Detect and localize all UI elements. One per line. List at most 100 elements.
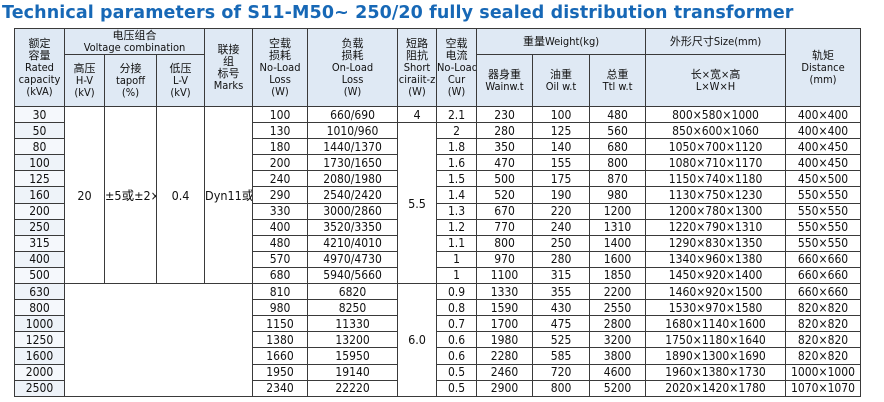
cell-on-load-loss: 13200 — [307, 331, 399, 349]
cell-weight-total: 1200 — [589, 202, 647, 220]
cell-size: 1450×920×1400 — [645, 266, 787, 285]
header-on-load-loss: 负载 损耗 On-Load Loss (W) — [307, 28, 399, 107]
cell-lv-merged: 0.4 — [155, 105, 206, 285]
cell-capacity: 1000 — [14, 315, 65, 333]
cell-size: 1050×700×1120 — [645, 138, 787, 156]
cell-no-load-current: 0.7 — [436, 315, 478, 333]
spec-table-body: 3020±5或±2×2.50.4Dyn11或Yyn0Yyn11100660/69… — [14, 105, 862, 397]
cell-on-load-loss: 1010/960 — [307, 122, 399, 140]
cell-no-load-current: 1.6 — [436, 154, 478, 172]
cell-no-load-loss: 1660 — [252, 347, 309, 365]
cell-weight-total: 1600 — [589, 250, 647, 268]
cell-capacity: 2000 — [14, 363, 65, 381]
header-no-load-loss: 空载 损耗 No-Load Loss (W) — [252, 28, 309, 107]
cell-weight-body: 970 — [476, 250, 534, 268]
cell-no-load-loss: 400 — [252, 218, 309, 236]
cell-short-circuit-merged: 5.5 — [397, 122, 438, 285]
cell-hv-merged: 20 — [64, 105, 105, 285]
cell-weight-oil: 315 — [532, 266, 591, 285]
cell-no-load-loss: 1150 — [252, 315, 309, 333]
cell-on-load-loss: 1440/1370 — [307, 138, 399, 156]
cell-capacity: 800 — [14, 299, 65, 317]
cell-short-circuit-merged: 6.0 — [397, 283, 438, 397]
header-size: 外形尺寸Size(mm) — [645, 28, 787, 55]
cell-weight-total: 870 — [589, 170, 647, 188]
cell-on-load-loss: 660/690 — [307, 105, 399, 124]
cell-weight-oil: 155 — [532, 154, 591, 172]
cell-size: 1460×920×1500 — [645, 283, 787, 301]
cell-size: 850×600×1060 — [645, 122, 787, 140]
cell-distance: 820×820 — [785, 299, 862, 317]
cell-weight-body: 500 — [476, 170, 534, 188]
cell-no-load-loss: 240 — [252, 170, 309, 188]
header-lv: 低压 L-V (kV) — [155, 54, 206, 107]
cell-weight-body: 520 — [476, 186, 534, 204]
cell-weight-total: 560 — [589, 122, 647, 140]
table-row: 1600 1660 15950 0.6 2280 585 3800 1890×1300×169… — [14, 347, 862, 365]
cell-weight-oil: 430 — [532, 299, 591, 317]
cell-capacity: 400 — [14, 250, 65, 268]
cell-no-load-current: 1.3 — [436, 202, 478, 220]
cell-distance: 550×550 — [785, 202, 862, 220]
cell-capacity: 125 — [14, 170, 65, 188]
cell-no-load-current: 2.1 — [436, 105, 478, 124]
cell-no-load-loss: 480 — [252, 234, 309, 252]
cell-no-load-loss: 100 — [252, 105, 309, 124]
cell-distance: 660×660 — [785, 266, 862, 285]
cell-distance: 550×550 — [785, 186, 862, 204]
cell-distance: 550×550 — [785, 234, 862, 252]
cell-weight-oil: 525 — [532, 331, 591, 349]
cell-no-load-current: 0.8 — [436, 299, 478, 317]
spec-table: 额定 容量 Rated capacity (kVA) 电压组合 Voltage … — [14, 28, 862, 397]
table-row: 2500 2340 22220 0.5 2900 800 5200 2020×1420×178… — [14, 379, 862, 397]
cell-weight-body: 1330 — [476, 283, 534, 301]
cell-size: 1200×780×1300 — [645, 202, 787, 220]
cell-weight-total: 3200 — [589, 331, 647, 349]
cell-capacity: 630 — [14, 283, 65, 301]
cell-size: 1220×790×1310 — [645, 218, 787, 236]
cell-distance: 550×550 — [785, 218, 862, 236]
cell-capacity: 250 — [14, 218, 65, 236]
cell-weight-oil: 800 — [532, 379, 591, 397]
cell-weight-body: 2460 — [476, 363, 534, 381]
cell-capacity: 80 — [14, 138, 65, 156]
cell-distance: 400×450 — [785, 138, 862, 156]
cell-weight-body: 2900 — [476, 379, 534, 397]
cell-no-load-loss: 1950 — [252, 363, 309, 381]
header-hv: 高压 H-V (kV) — [64, 54, 105, 107]
page-title: Technical parameters of S11-M50~ 250/20 … — [2, 3, 794, 23]
cell-distance: 820×820 — [785, 315, 862, 333]
cell-no-load-current: 0.5 — [436, 379, 478, 397]
cell-on-load-loss: 5940/5660 — [307, 266, 399, 285]
cell-capacity: 315 — [14, 234, 65, 252]
cell-no-load-current: 0.6 — [436, 347, 478, 365]
header-size-sub: 长×宽×高 L×W×H — [645, 54, 787, 107]
cell-weight-body: 230 — [476, 105, 534, 124]
cell-size: 1340×960×1380 — [645, 250, 787, 268]
cell-no-load-current: 0.9 — [436, 283, 478, 301]
cell-weight-oil: 190 — [532, 186, 591, 204]
cell-size: 1130×750×1230 — [645, 186, 787, 204]
cell-on-load-loss: 4970/4730 — [307, 250, 399, 268]
cell-on-load-loss: 22220 — [307, 379, 399, 397]
cell-size: 1890×1300×1690 — [645, 347, 787, 365]
cell-size: 1960×1380×1730 — [645, 363, 787, 381]
cell-short-circuit: 4 — [397, 105, 438, 124]
header-weight-oil: 油重 Oil w.t — [532, 54, 591, 107]
cell-weight-oil: 125 — [532, 122, 591, 140]
cell-size: 1680×1140×1600 — [645, 315, 787, 333]
cell-weight-total: 1850 — [589, 266, 647, 285]
cell-size: 800×580×1000 — [645, 105, 787, 124]
cell-capacity: 2500 — [14, 379, 65, 397]
cell-weight-total: 800 — [589, 154, 647, 172]
table-row: 1000 1150 11330 0.7 1700 475 2800 1680×1140×160… — [14, 315, 862, 333]
cell-weight-total: 3800 — [589, 347, 647, 365]
cell-weight-total: 2800 — [589, 315, 647, 333]
cell-capacity: 1250 — [14, 331, 65, 349]
cell-weight-oil: 240 — [532, 218, 591, 236]
header-marks: 联接 组 标号 Marks — [204, 28, 254, 107]
cell-distance: 400×400 — [785, 122, 862, 140]
cell-distance: 820×820 — [785, 347, 862, 365]
cell-on-load-loss: 15950 — [307, 347, 399, 365]
cell-on-load-loss: 8250 — [307, 299, 399, 317]
